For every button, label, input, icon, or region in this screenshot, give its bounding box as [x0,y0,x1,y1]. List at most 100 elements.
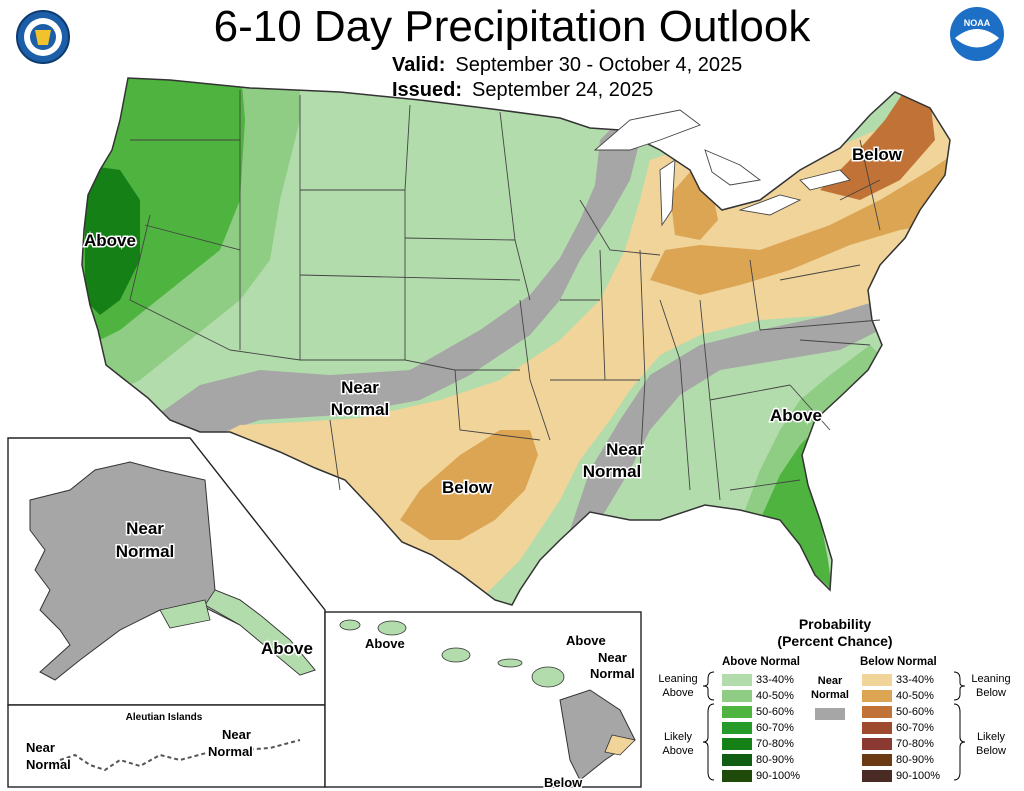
issued-line: Issued: September 24, 2025 [392,79,653,102]
southeast-label: Above [770,406,822,425]
leaning-above-2: Above [662,687,694,699]
above-swatch [722,690,752,702]
below-range-label: 70-80% [896,738,934,750]
aleutian-title: Aleutian Islands [126,712,203,723]
above-row: 80-90% [722,754,794,766]
leaning-below-1: Leaning [971,673,1011,685]
leaning-below-label: Leaning Below [968,672,1014,700]
texas-below-label: Below [442,478,493,497]
aleutian-near-left-label-1: Near [26,740,55,755]
above-row: 70-80% [722,738,794,750]
alaska-near-label-2: Normal [116,542,175,561]
northeast-below-50-60-region [820,90,935,200]
above-normal-header: Above Normal [722,656,800,668]
west-70-80-region [85,165,140,315]
state-borders [129,90,881,501]
below-swatch [862,674,892,686]
above-range-label: 80-90% [756,754,794,766]
above-swatch [722,674,752,686]
below-row: 40-50% [862,690,934,702]
lower-miss-near-normal-region [560,300,880,600]
hawaii-below-label: Below [544,775,583,790]
issued-value: September 24, 2025 [472,79,654,101]
below-row: 60-70% [862,722,934,734]
above-row: 33-40% [722,674,794,686]
legend-title-1: Probability [798,616,872,632]
conus-outline [81,77,951,606]
lower-miss-near-label-1: Near [606,440,644,459]
northeast-label: Below [852,145,903,164]
leaning-above-label: Leaning Above [656,672,700,700]
likely-below-2: Below [976,745,1006,757]
below-row: 90-100% [862,770,940,782]
above-row: 50-60% [722,706,794,718]
hawaii-above-w-label: Above [365,636,405,651]
near-normal-swatch [815,708,845,720]
above-row: 90-100% [722,770,800,782]
below-swatch [862,770,892,782]
above-range-label: 60-70% [756,722,794,734]
below-range-label: 50-60% [896,706,934,718]
above-swatch [722,722,752,734]
above-range-label: 33-40% [756,674,794,686]
below-range-label: 40-50% [896,690,934,702]
below-row: 33-40% [862,674,934,686]
near-legend-2: Normal [811,689,849,701]
noaa-logo-text: NOAA [964,18,991,28]
near-normal-legend-label: Near Normal [802,674,858,702]
central-leaning-below-region [200,110,950,600]
leaning-below-2: Below [976,687,1006,699]
aleutian-near-right-label-2: Normal [208,744,253,759]
above-row: 60-70% [722,722,794,734]
issued-label: Issued: [392,79,463,101]
below-swatch [862,738,892,750]
valid-line: Valid: September 30 - October 4, 2025 [392,54,742,77]
lower-miss-near-label-2: Normal [583,462,642,481]
west-coast-label: Above [84,231,136,250]
below-range-label: 33-40% [896,674,934,686]
below-row: 70-80% [862,738,934,750]
below-swatch [862,690,892,702]
above-range-label: 70-80% [756,738,794,750]
leaning-above-1: Leaning [658,673,698,685]
legend-brackets [702,671,966,781]
great-lakes [593,109,851,227]
page-title: 6-10 Day Precipitation Outlook [213,2,811,51]
hawaii-inset: Above Above Near Normal Below [324,611,642,791]
likely-below-1: Likely [976,731,1006,743]
below-range-label: 80-90% [896,754,934,766]
above-swatch [722,738,752,750]
hawaii-above-e-label: Above [566,633,606,648]
valid-value: September 30 - October 4, 2025 [455,54,743,76]
below-range-label: 60-70% [896,722,934,734]
doc-seal-icon [16,10,70,64]
probability-legend: Probability (Percent Chance) Above Norma… [650,612,1020,787]
likely-below-label: Likely Below [968,730,1014,758]
aleutian-near-right-label-1: Near [222,727,251,742]
noaa-logo-icon: NOAA [950,7,1004,61]
likely-above-label: Likely Above [656,730,700,758]
southwest-near-label-1: Near [341,378,379,397]
hawaii-near-label-2: Normal [590,666,635,681]
above-swatch [722,706,752,718]
aleutian-inset: Aleutian Islands Near Normal Near Normal [7,704,326,788]
above-swatch [722,754,752,766]
aleutian-near-left-label-2: Normal [26,757,71,772]
above-range-label: 90-100% [756,770,801,782]
above-range-label: 40-50% [756,690,794,702]
legend-title-2: (Percent Chance) [777,633,893,649]
above-range-label: 50-60% [756,706,794,718]
hawaii-near-label-1: Near [598,650,627,665]
alaska-near-label-1: Near [126,519,164,538]
alaska-se-label: Above [261,639,313,658]
valid-label: Valid: [392,54,446,76]
likely-above-2: Above [662,745,694,757]
above-row: 40-50% [722,690,794,702]
southwest-near-label-2: Normal [331,400,390,419]
below-swatch [862,754,892,766]
below-row: 50-60% [862,706,934,718]
great-lakes-below-region [650,150,950,295]
below-normal-header: Below Normal [860,656,937,668]
texas-below-region [400,430,538,540]
